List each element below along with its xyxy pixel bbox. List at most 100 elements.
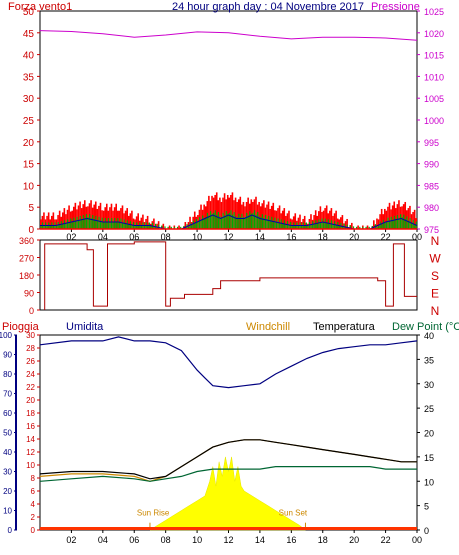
direction-tick-label: 0 — [29, 306, 34, 316]
left-tick-label: 30 — [23, 94, 35, 105]
gust-bar — [99, 202, 102, 229]
gust-bar — [303, 215, 306, 229]
compass-label: N — [431, 304, 440, 318]
gust-bar — [242, 201, 245, 229]
gust-bar — [131, 210, 133, 229]
gust-bar — [313, 215, 315, 229]
wind-bar — [250, 213, 252, 229]
gust-bar — [346, 218, 348, 229]
wind-bar — [62, 224, 64, 229]
wind-bar — [335, 225, 337, 229]
wind-bar — [301, 225, 303, 229]
gust-bar — [184, 222, 187, 229]
wind-bar — [219, 216, 221, 229]
x-tick-label: 18 — [318, 232, 328, 242]
wind-bar — [319, 222, 322, 229]
wind-bar — [195, 218, 198, 229]
right-tick-label: 1025 — [424, 7, 444, 17]
wind-bar — [95, 215, 97, 229]
right-tick-label: 1010 — [424, 72, 444, 82]
wind-bar — [304, 225, 306, 229]
right-axis-title: Pressione — [371, 1, 420, 13]
x-tick-label: 06 — [129, 232, 139, 242]
wind-bar — [216, 214, 218, 229]
x-tick-label: 08 — [161, 535, 171, 545]
wind-bar — [79, 215, 81, 229]
wind-bar — [71, 221, 73, 229]
gust-bar — [223, 193, 226, 229]
wind-bar — [67, 219, 69, 229]
right-tick-label: 975 — [424, 225, 439, 235]
gust-bar — [83, 200, 86, 229]
wind-bar — [176, 226, 179, 229]
gust-bar — [258, 201, 260, 229]
wind-bar — [125, 223, 127, 229]
wind-bar — [324, 218, 326, 229]
wind-bar — [49, 225, 51, 229]
wind-bar — [338, 225, 340, 229]
wind-bar — [321, 218, 323, 229]
wind-bar — [368, 226, 370, 229]
humidity-tick-label: 100 — [0, 331, 13, 340]
wind-bar — [224, 215, 226, 229]
gust-bar — [68, 205, 70, 229]
left-tick-label: 45 — [23, 29, 35, 40]
x-tick-label: 06 — [129, 535, 139, 545]
windchill-title: Windchill — [246, 321, 290, 333]
gust-bar — [61, 212, 64, 229]
gust-bar — [393, 201, 396, 229]
wind-bar — [167, 226, 169, 229]
gust-bar — [93, 204, 96, 229]
wind-bar — [329, 223, 331, 229]
wind-bar — [73, 217, 75, 229]
wind-bar — [63, 220, 66, 229]
wind-bar — [297, 225, 300, 229]
right-tick-label: 990 — [424, 160, 439, 170]
wind-bar — [315, 220, 317, 229]
gust-bar — [47, 212, 50, 229]
wind-bar — [404, 218, 406, 229]
wind-bar — [412, 219, 414, 229]
wind-bar — [74, 220, 77, 229]
gust-bar — [234, 197, 237, 229]
wind-bar — [103, 221, 105, 229]
wind-bar — [46, 225, 48, 229]
dewpoint-title: Dew Point (°C — [392, 321, 459, 333]
gust-bar — [344, 221, 347, 229]
wind-bar — [238, 213, 240, 229]
wind-bar — [92, 215, 94, 229]
gust-bar — [288, 210, 290, 229]
wind-bar — [264, 215, 267, 229]
gust-bar — [413, 209, 416, 229]
gust-bar — [398, 200, 400, 229]
wind-bar — [407, 220, 410, 229]
temperature-tick-label: 25 — [424, 404, 434, 414]
wind-bar — [376, 226, 378, 229]
wind-bar — [406, 216, 408, 229]
gust-bar — [357, 225, 359, 229]
wind-bar — [398, 218, 400, 229]
gust-bar — [80, 208, 83, 229]
gust-bar — [373, 220, 375, 229]
gust-bar — [63, 208, 66, 229]
wind-bar — [392, 219, 394, 229]
wind-bar — [231, 214, 234, 229]
wind-bar — [209, 211, 212, 229]
gust-bar — [153, 218, 155, 229]
temperature-tick-label: 40 — [424, 331, 434, 341]
wind-bar — [65, 223, 67, 229]
gust-bar — [220, 201, 223, 229]
wind-bar — [84, 218, 86, 229]
gust-bar — [319, 206, 322, 229]
gust-bar — [208, 195, 210, 229]
wind-bar — [279, 222, 281, 229]
wind-bar — [310, 225, 312, 229]
x-tick-label: 16 — [286, 232, 296, 242]
wind-bar — [137, 225, 139, 229]
gust-bar — [203, 204, 205, 229]
wind-bar — [98, 216, 100, 229]
left-tick-label: 20 — [23, 138, 35, 149]
wind-bar — [249, 211, 251, 229]
right-tick-label: 980 — [424, 203, 439, 213]
gust-bar — [96, 208, 99, 229]
